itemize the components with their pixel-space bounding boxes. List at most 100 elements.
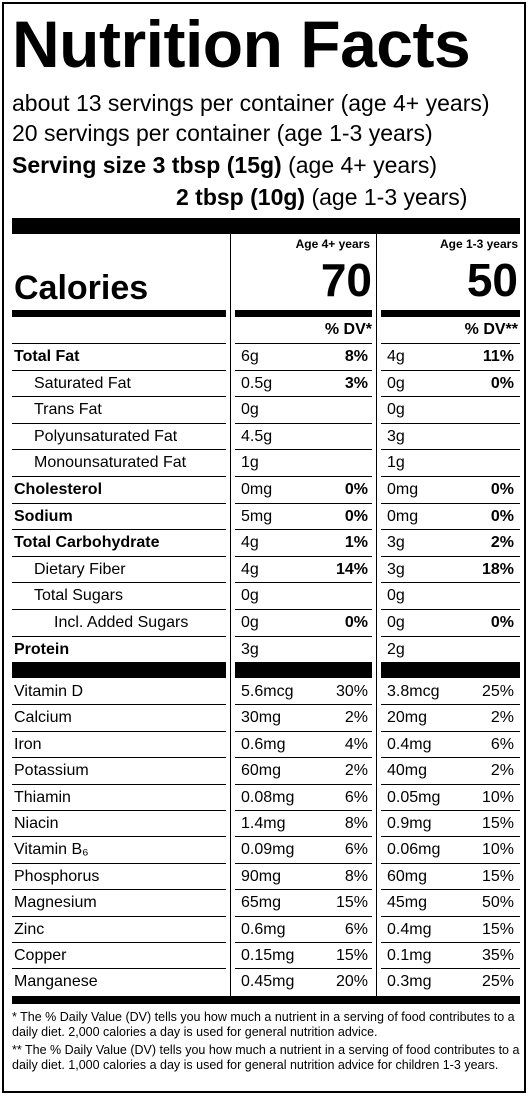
- nutrient-name: Protein: [14, 641, 70, 658]
- vitamin-dv-child: 35%: [481, 947, 514, 964]
- nutrient-amount-child: 0g: [387, 587, 405, 604]
- row-rule: [235, 503, 372, 504]
- row-rule: [12, 582, 226, 583]
- vitamin-amount-adult: 60mg: [241, 762, 282, 779]
- row-rule: [381, 636, 520, 637]
- nutrient-name: Cholesterol: [14, 481, 103, 498]
- serving-size-adult-amount: Serving size 3 tbsp (15g): [12, 152, 282, 178]
- nutrient-name: Total Fat: [14, 348, 80, 365]
- row-rule: [12, 396, 226, 397]
- nutrient-amount-child: 1g: [387, 454, 405, 471]
- nutrient-amount-child: 0g: [387, 401, 405, 418]
- row-rule: [381, 529, 520, 530]
- vitamin-dv-child: 15%: [481, 921, 514, 938]
- vitamin-dv-adult: 20%: [335, 973, 368, 990]
- vitamin-dv-child: 15%: [481, 815, 514, 832]
- vitamin-dv-adult: 8%: [344, 868, 368, 885]
- row-rule: [381, 609, 520, 610]
- vitamin-amount-child: 0.3mg: [387, 973, 432, 990]
- row-rule: [235, 370, 372, 371]
- child-column-header: Age 1-3 years: [439, 237, 518, 251]
- row-rule: [381, 343, 520, 344]
- row-rule: [12, 810, 226, 811]
- row-rule: [235, 784, 372, 785]
- vitamin-name: Vitamin B₆: [14, 841, 89, 858]
- row-rule: [12, 968, 226, 969]
- vitamin-dv-adult: 4%: [344, 736, 368, 753]
- row-rule: [12, 863, 226, 864]
- vitamin-name: Phosphorus: [14, 868, 100, 885]
- nutrient-dv-child: 0%: [490, 614, 514, 631]
- row-rule: [381, 836, 520, 837]
- row-rule: [235, 704, 372, 705]
- row-rule: [381, 968, 520, 969]
- row-rule: [12, 370, 226, 371]
- vitamin-dv-child: 25%: [481, 973, 514, 990]
- row-rule: [12, 503, 226, 504]
- row-rule: [235, 582, 372, 583]
- vitamin-name: Thiamin: [14, 789, 71, 806]
- adult-dv-header: % DV*: [324, 321, 372, 338]
- calories-bar-left: [12, 310, 226, 317]
- row-rule: [12, 423, 226, 424]
- servings-per-container-adult: about 13 servings per container (age 4+ …: [12, 90, 490, 116]
- nutrient-dv-child: 2%: [490, 534, 514, 551]
- vitamin-dv-child: 15%: [481, 868, 514, 885]
- row-rule: [381, 784, 520, 785]
- row-rule: [235, 810, 372, 811]
- vitamin-amount-adult: 0.15mg: [241, 947, 295, 964]
- vitamin-amount-adult: 0.6mg: [241, 921, 286, 938]
- vitamin-amount-adult: 5.6mcg: [241, 683, 294, 700]
- row-rule: [12, 476, 226, 477]
- row-rule: [12, 704, 226, 705]
- row-rule: [12, 556, 226, 557]
- row-rule: [235, 529, 372, 530]
- row-rule: [235, 968, 372, 969]
- row-rule: [12, 916, 226, 917]
- vitamin-dv-adult: 6%: [344, 921, 368, 938]
- vitamin-name: Manganese: [14, 973, 98, 990]
- row-rule: [235, 863, 372, 864]
- nutrient-dv-adult: 14%: [335, 561, 368, 578]
- nutrient-amount-adult: 5mg: [241, 508, 273, 525]
- vitamin-amount-child: 20mg: [387, 709, 428, 726]
- vitamin-amount-adult: 1.4mg: [241, 815, 286, 832]
- nutrient-dv-child: 18%: [481, 561, 514, 578]
- row-rule: [235, 836, 372, 837]
- nutrient-amount-adult: 0mg: [241, 481, 273, 498]
- row-rule: [381, 423, 520, 424]
- row-rule: [381, 396, 520, 397]
- row-rule: [235, 343, 372, 344]
- row-rule: [381, 731, 520, 732]
- vitamin-amount-child: 0.4mg: [387, 921, 432, 938]
- row-rule: [235, 942, 372, 943]
- nutrient-amount-child: 0g: [387, 614, 405, 631]
- vitamin-dv-child: 50%: [481, 894, 514, 911]
- vitamin-name: Calcium: [14, 709, 72, 726]
- nutrient-amount-adult: 0g: [241, 401, 259, 418]
- nutrient-name: Sodium: [14, 508, 73, 525]
- row-rule: [235, 609, 372, 610]
- vitamin-dv-adult: 6%: [344, 789, 368, 806]
- vitamin-amount-child: 45mg: [387, 894, 428, 911]
- thick-divider-footnote: [12, 996, 520, 1004]
- calories-child: 50: [466, 254, 518, 306]
- nutrient-amount-adult: 4g: [241, 534, 259, 551]
- row-rule: [381, 370, 520, 371]
- nutrient-amount-child: 0g: [387, 375, 405, 392]
- row-rule: [235, 757, 372, 758]
- vitamin-amount-child: 60mg: [387, 868, 428, 885]
- thick-divider-top: [12, 218, 520, 234]
- vitamin-dv-child: 25%: [481, 683, 514, 700]
- column-divider-2: [376, 234, 377, 996]
- row-rule: [235, 636, 372, 637]
- vitamin-amount-adult: 0.45mg: [241, 973, 295, 990]
- serving-size-child-age: (age 1-3 years): [305, 184, 468, 210]
- nutrient-amount-child: 4g: [387, 348, 405, 365]
- nutrient-name: Total Carbohydrate: [14, 534, 160, 551]
- row-rule: [381, 704, 520, 705]
- nutrient-amount-adult: 0g: [241, 614, 259, 631]
- label-title: Nutrition Facts: [12, 7, 471, 81]
- row-rule: [12, 636, 226, 637]
- footnote-adult: * The % Daily Value (DV) tells you how m…: [12, 1010, 515, 1039]
